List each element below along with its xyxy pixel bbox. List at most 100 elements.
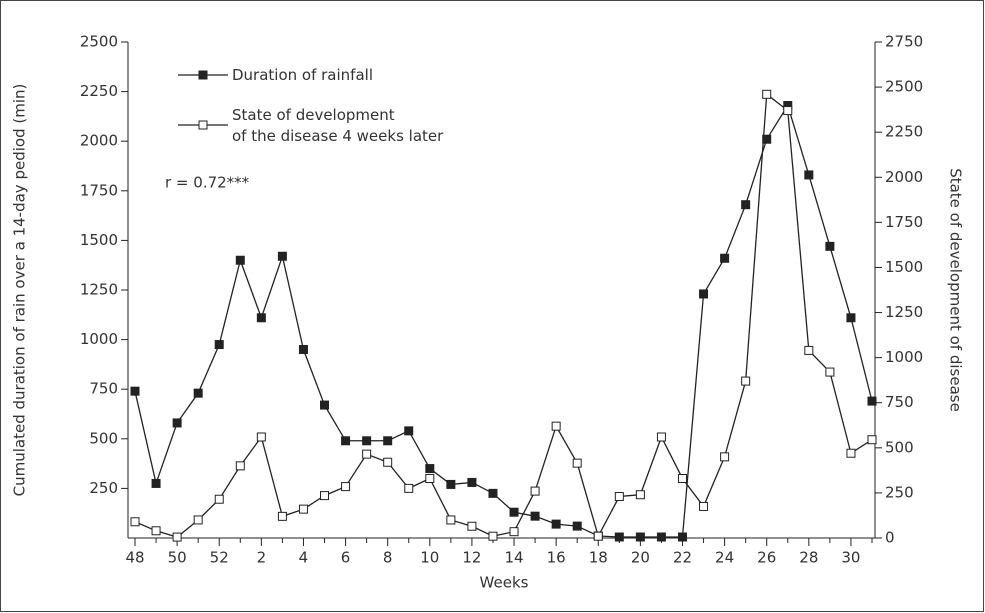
x-tick-label: 8 (383, 549, 393, 567)
data-point (172, 532, 182, 542)
y2-tick-label: 1250 (885, 303, 923, 321)
x-tick-label: 2 (257, 549, 267, 567)
y2-tick-label: 1500 (885, 258, 923, 276)
data-point (235, 255, 245, 265)
data-point (509, 527, 519, 537)
x-tick-label: 16 (547, 549, 566, 567)
legend-label: Duration of rainfall (232, 66, 373, 84)
y2-tick-label: 2500 (885, 78, 923, 96)
y-tick-label: 250 (89, 479, 118, 497)
y-tick-label: 2500 (80, 33, 118, 51)
legend-marker (198, 70, 208, 80)
data-point (383, 436, 393, 446)
data-point (867, 396, 877, 406)
x-tick-label: 20 (631, 549, 650, 567)
data-point (193, 388, 203, 398)
data-point (551, 519, 561, 529)
x-tick-label: 50 (168, 549, 187, 567)
data-point (635, 490, 645, 500)
y2-tick-label: 250 (885, 483, 914, 501)
legend-label-line: Duration of rainfall (232, 66, 373, 84)
data-point (530, 486, 540, 496)
data-point (214, 340, 224, 350)
data-point (467, 521, 477, 531)
x-tick-label: 18 (589, 549, 608, 567)
data-point (404, 483, 414, 493)
data-point (320, 400, 330, 410)
data-point (446, 515, 456, 525)
data-point (151, 478, 161, 488)
y-tick-label: 1000 (80, 330, 118, 348)
data-point (130, 517, 140, 527)
data-point (804, 170, 814, 180)
data-point (572, 458, 582, 468)
x-tick-label: 24 (715, 549, 734, 567)
x-tick-label: 22 (673, 549, 692, 567)
data-point (762, 89, 772, 99)
data-point (593, 531, 603, 541)
data-point (256, 432, 266, 442)
data-point (572, 521, 582, 531)
data-point (825, 367, 835, 377)
data-point (298, 504, 308, 514)
legend-marker (198, 120, 208, 130)
data-point (425, 464, 435, 474)
data-point (214, 494, 224, 504)
data-point (699, 289, 709, 299)
y2-axis-label: State of development of disease (947, 168, 965, 412)
data-point (614, 492, 624, 502)
x-tick-label: 28 (799, 549, 818, 567)
data-point (362, 449, 372, 459)
legend-label-line: State of development (232, 106, 395, 124)
data-point (151, 526, 161, 536)
data-point (235, 461, 245, 471)
data-point (488, 488, 498, 498)
data-point (677, 473, 687, 483)
data-point (614, 532, 624, 542)
data-point (846, 448, 856, 458)
x-tick-label: 30 (841, 549, 860, 567)
data-point (467, 477, 477, 487)
y-tick-label: 500 (89, 429, 118, 447)
data-point (320, 491, 330, 501)
data-point (825, 241, 835, 251)
data-point (341, 436, 351, 446)
y2-tick-label: 0 (885, 529, 895, 547)
x-tick-label: 6 (341, 549, 351, 567)
x-tick-label: 12 (462, 549, 481, 567)
y2-tick-label: 2750 (885, 33, 923, 51)
y-tick-label: 2250 (80, 82, 118, 100)
data-point (256, 313, 266, 323)
data-point (762, 134, 772, 144)
data-point (341, 482, 351, 492)
data-point (551, 421, 561, 431)
data-point (277, 251, 287, 261)
data-point (741, 376, 751, 386)
data-point (530, 511, 540, 521)
series-line (134, 103, 873, 538)
y2-tick-label: 2250 (885, 123, 923, 141)
series-line (134, 93, 873, 538)
data-point (720, 452, 730, 462)
data-point (699, 501, 709, 511)
data-point (488, 531, 498, 541)
y-tick-label: 1750 (80, 181, 118, 199)
x-tick-label: 14 (504, 549, 523, 567)
data-point (720, 253, 730, 263)
y-tick-label: 1500 (80, 231, 118, 249)
y-axis-label: Cumulated duration of rain over a 14-day… (11, 84, 29, 497)
data-point (677, 532, 687, 542)
data-point (867, 435, 877, 445)
data-point (193, 515, 203, 525)
data-point (130, 386, 140, 396)
y2-tick-label: 1750 (885, 213, 923, 231)
y2-tick-label: 750 (885, 393, 914, 411)
data-point (404, 426, 414, 436)
annotation: r = 0.72*** (165, 174, 250, 192)
y-tick-label: 750 (89, 380, 118, 398)
data-point (383, 457, 393, 467)
legend-label: State of development of the disease 4 wee… (232, 106, 444, 145)
x-tick-label: 26 (757, 549, 776, 567)
legend-label-line: of the disease 4 weeks later (232, 127, 444, 145)
